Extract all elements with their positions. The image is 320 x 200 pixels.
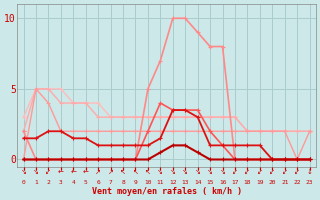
X-axis label: Vent moyen/en rafales ( km/h ): Vent moyen/en rafales ( km/h ) (92, 187, 242, 196)
